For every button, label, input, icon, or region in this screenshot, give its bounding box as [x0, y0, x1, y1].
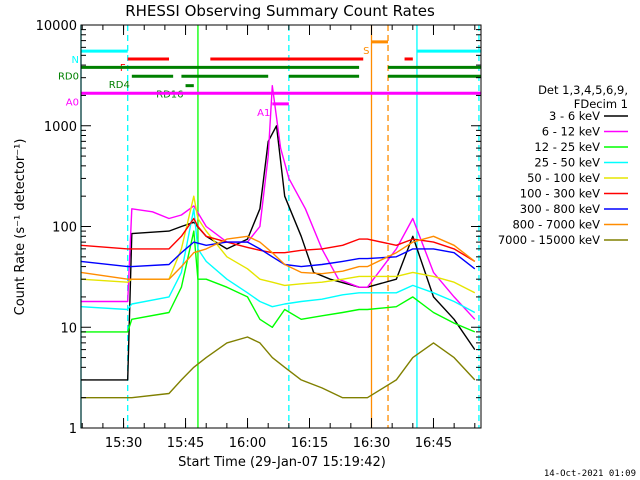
series-line [80, 195, 476, 294]
footer-timestamp: 14-Oct-2021 01:09 [544, 469, 636, 479]
y-tick-label: 1 [69, 422, 77, 437]
legend: Det 1,3,4,5,6,9,FDecim 13 - 6 keV 6 - 12 … [498, 83, 628, 247]
state-vertical-lines [80, 25, 480, 428]
series-line [80, 235, 476, 280]
x-axis-label: Start Time (29-Jan-07 15:19:42) [178, 455, 386, 470]
legend-entry-label: 7000 - 15000 keV [498, 233, 600, 247]
x-tick-label: 16:00 [229, 436, 266, 451]
x-tick-label: 15:30 [105, 436, 142, 451]
legend-entry-label: 300 - 800 keV [520, 202, 600, 216]
legend-entry-label: 6 - 12 keV [542, 125, 600, 139]
series-line [81, 336, 476, 399]
y-tick-label: 10 [60, 321, 77, 336]
y-tick-label: 1000 [44, 120, 77, 135]
series-line [81, 230, 476, 333]
series-line [80, 241, 476, 270]
x-tick-label: 15:45 [167, 436, 204, 451]
legend-entry-label: 3 - 6 keV [549, 109, 600, 123]
y-tick-label: 100 [52, 221, 77, 236]
state-marker-label: S [363, 46, 369, 57]
legend-entry-label: 50 - 100 keV [527, 171, 600, 185]
state-marker-label: RD0 [58, 71, 79, 82]
legend-title: Det 1,3,4,5,6,9, [538, 83, 628, 97]
legend-entry-label: 100 - 300 keV [520, 187, 600, 201]
series-lines [80, 84, 476, 399]
plot-frame [80, 24, 482, 429]
series-line [81, 125, 476, 381]
state-marker-label: RD4 [109, 80, 130, 91]
legend-title: FDecim 1 [574, 97, 628, 111]
series-line [80, 208, 476, 314]
x-tick-label: 16:30 [353, 436, 390, 451]
chart-title: RHESSI Observing Summary Count Rates [125, 2, 435, 20]
x-tick-label: 16:15 [291, 436, 328, 451]
state-marker-label: A0 [66, 97, 79, 108]
state-marker-label: A1 [257, 108, 270, 119]
state-markers: NFRD0RD4RD16A0A1S [58, 40, 481, 119]
y-axis-ticks: 1 10 100 1000 10000 [36, 19, 481, 437]
y-tick-label: 10000 [36, 19, 77, 34]
series-line [81, 84, 476, 320]
y-axis-label: Count Rate (s⁻¹ detector⁻¹) [13, 139, 28, 316]
legend-entry-label: 12 - 25 keV [534, 140, 600, 154]
state-marker-label: N [72, 55, 79, 66]
x-tick-label: 16:45 [415, 436, 452, 451]
state-marker-label: RD16 [156, 90, 183, 101]
legend-entry-label: 800 - 7000 keV [512, 218, 600, 232]
x-axis-ticks: 15:30 15:45 16:00 16:15 16:30 16:45 [81, 25, 476, 451]
legend-entry-label: 25 - 50 keV [534, 156, 600, 170]
